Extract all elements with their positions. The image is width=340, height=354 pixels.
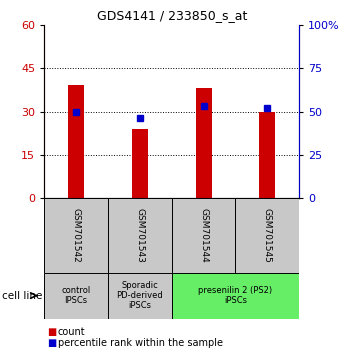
Text: GSM701545: GSM701545: [263, 208, 272, 263]
Bar: [44, 198, 108, 273]
Text: Sporadic
PD-derived
iPSCs: Sporadic PD-derived iPSCs: [116, 281, 163, 310]
Text: ■: ■: [48, 327, 57, 337]
Bar: [68, 85, 84, 198]
Text: ■: ■: [48, 338, 57, 348]
Text: control
IPSCs: control IPSCs: [62, 286, 91, 305]
Text: percentile rank within the sample: percentile rank within the sample: [58, 338, 223, 348]
Bar: [172, 273, 299, 319]
Bar: [235, 198, 299, 273]
Text: count: count: [58, 327, 85, 337]
Text: GSM701544: GSM701544: [199, 208, 208, 263]
Bar: [172, 198, 235, 273]
Title: GDS4141 / 233850_s_at: GDS4141 / 233850_s_at: [97, 9, 247, 22]
Text: presenilin 2 (PS2)
iPSCs: presenilin 2 (PS2) iPSCs: [198, 286, 273, 305]
Bar: [108, 198, 172, 273]
Bar: [259, 112, 275, 198]
Bar: [44, 273, 108, 319]
Bar: [108, 273, 172, 319]
Text: cell line: cell line: [2, 291, 42, 301]
Bar: [195, 88, 211, 198]
Text: GSM701543: GSM701543: [135, 208, 144, 263]
Bar: [132, 129, 148, 198]
Text: GSM701542: GSM701542: [72, 208, 81, 263]
